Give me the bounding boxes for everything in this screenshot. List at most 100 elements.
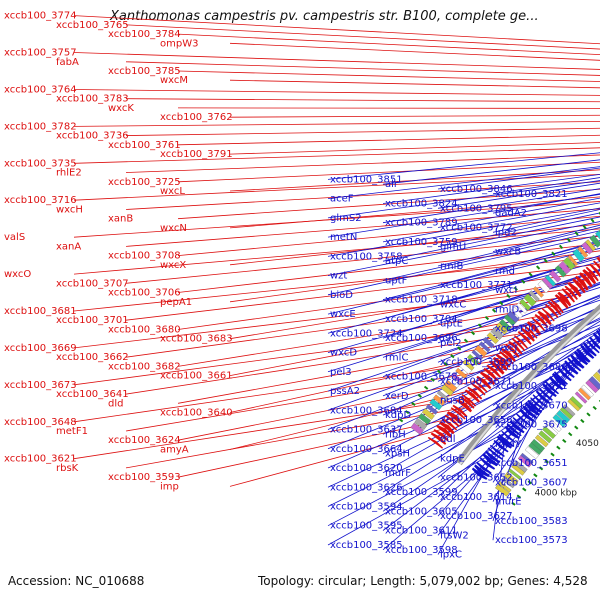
reverse-gene-label[interactable]: xccb100_3614	[440, 492, 513, 503]
reverse-gene-label[interactable]: lpxC	[440, 550, 462, 561]
forward-gene-label[interactable]: rbsK	[56, 463, 79, 474]
forward-gene-label[interactable]: xanA	[56, 241, 81, 252]
forward-gene-label[interactable]: xccb100_3624	[108, 435, 181, 446]
forward-gene-label[interactable]: xccb100_3648	[4, 417, 77, 428]
forward-gene-label[interactable]: fabA	[56, 57, 79, 68]
reverse-gene-label[interactable]: aceF	[330, 194, 354, 205]
reverse-gene-label[interactable]: xccb100_3620	[330, 463, 403, 474]
forward-gene-label[interactable]: wxcN	[160, 223, 187, 234]
reverse-gene-label[interactable]: xccb100_3594	[330, 502, 403, 513]
forward-gene-label[interactable]: xccb100_3735	[4, 158, 77, 169]
reverse-gene-label[interactable]: xccb100_3595	[330, 521, 403, 532]
reverse-gene-label[interactable]: uptE	[440, 319, 463, 330]
reverse-gene-label[interactable]: xccb100_3718	[385, 295, 458, 306]
reverse-gene-label[interactable]: metN	[330, 232, 357, 243]
reverse-gene-label[interactable]: xccb100_3599	[385, 487, 458, 498]
forward-gene-label[interactable]: xccb100_3783	[56, 94, 129, 105]
reverse-gene-label[interactable]: xccb100_3704	[385, 314, 458, 325]
reverse-gene-label[interactable]: xccb100_3696	[385, 333, 458, 344]
reverse-gene-label[interactable]: pel3	[330, 367, 352, 378]
reverse-gene-label[interactable]: ddl	[440, 434, 455, 445]
forward-gene-label[interactable]: xccb100_3785	[108, 66, 181, 77]
reverse-gene-label[interactable]: uptF	[385, 275, 408, 286]
reverse-gene-label[interactable]: bioD	[330, 290, 353, 301]
forward-gene-label[interactable]: xccb100_3762	[160, 112, 233, 123]
reverse-gene-label[interactable]: xccb100_3651	[495, 458, 568, 469]
reverse-gene-label[interactable]: murE	[495, 497, 522, 508]
forward-gene-label[interactable]: xccb100_3784	[108, 29, 181, 40]
reverse-gene-label[interactable]: atpC	[385, 256, 408, 267]
reverse-gene-label[interactable]: wxcC	[440, 300, 466, 311]
forward-gene-label[interactable]: pepA1	[160, 297, 192, 308]
forward-gene-label[interactable]: xccb100_3761	[108, 140, 181, 151]
forward-gene-label[interactable]: xccb100_3680	[108, 325, 181, 336]
reverse-gene-label[interactable]: xccb100_3795	[440, 203, 513, 214]
forward-gene-label[interactable]: xccb100_3707	[56, 278, 129, 289]
reverse-gene-label[interactable]: pssA2	[330, 386, 360, 397]
reverse-gene-label[interactable]: xccb100_3759	[385, 237, 458, 248]
forward-gene-label[interactable]: xccb100_3716	[4, 195, 77, 206]
reverse-gene-label[interactable]: xccb100_3699	[440, 357, 513, 368]
reverse-gene-label[interactable]: rmlD	[495, 304, 519, 315]
forward-gene-label[interactable]: wxcO	[4, 269, 31, 280]
forward-gene-label[interactable]: xccb100_3661	[160, 371, 233, 382]
reverse-gene-label[interactable]: xccb100_3652	[440, 473, 513, 484]
forward-gene-label[interactable]: xccb100_3681	[4, 306, 77, 317]
forward-gene-label[interactable]: xccb100_3782	[4, 121, 77, 132]
forward-gene-label[interactable]: wxcX	[160, 260, 186, 271]
reverse-gene-label[interactable]: wxcI	[495, 285, 517, 296]
reverse-gene-label[interactable]: xccb100_3771	[440, 280, 513, 291]
forward-gene-label[interactable]: xccb100_3791	[160, 149, 233, 160]
reverse-gene-label[interactable]: lpd2	[495, 227, 517, 238]
reverse-gene-label[interactable]: xccb100_3724	[330, 328, 403, 339]
reverse-gene-label[interactable]: xccb100_3626	[330, 482, 403, 493]
forward-gene-label[interactable]: amyA	[160, 445, 189, 456]
reverse-gene-label[interactable]: rmlC	[385, 352, 408, 363]
reverse-gene-label[interactable]: xccb100_3656	[440, 415, 513, 426]
reverse-gene-label[interactable]: rmlB	[440, 261, 463, 272]
forward-gene-label[interactable]: wxcM	[160, 75, 188, 86]
reverse-gene-label[interactable]: nusB	[440, 396, 465, 407]
forward-gene-label[interactable]: xccb100_3669	[4, 343, 77, 354]
forward-gene-label[interactable]: xccb100_3683	[160, 334, 233, 345]
reverse-gene-label[interactable]: xccb100_3678	[385, 372, 458, 383]
reverse-gene-label[interactable]: xccb100_3585	[330, 540, 403, 551]
reverse-gene-label[interactable]: xccb100_3627	[440, 511, 513, 522]
reverse-gene-label[interactable]: xccb100_3583	[495, 516, 568, 527]
reverse-gene-label[interactable]: xccb100_3698	[495, 324, 568, 335]
forward-gene-label[interactable]: metF1	[56, 426, 88, 437]
reverse-gene-label[interactable]: xccb100_3846	[440, 184, 513, 195]
reverse-gene-label[interactable]: pel2	[440, 338, 462, 349]
forward-gene-label[interactable]: xccb100_3621	[4, 454, 77, 465]
reverse-gene-label[interactable]: wxcD	[330, 348, 357, 359]
reverse-gene-label[interactable]: xccb100_3772	[440, 223, 513, 234]
reverse-gene-label[interactable]: xccb100_3671	[440, 376, 513, 387]
forward-gene-label[interactable]: xccb100_3662	[56, 352, 129, 363]
reverse-gene-label[interactable]: glmU	[440, 242, 466, 253]
reverse-gene-label[interactable]: wxcJ	[495, 343, 517, 354]
forward-gene-label[interactable]: valS	[4, 232, 25, 243]
reverse-gene-label[interactable]: ribH	[385, 429, 406, 440]
forward-gene-label[interactable]: xccb100_3736	[56, 131, 129, 142]
reverse-gene-label[interactable]: mraY	[495, 439, 522, 450]
forward-gene-label[interactable]: xccb100_3593	[108, 472, 181, 483]
forward-gene-label[interactable]: xccb100_3764	[4, 85, 77, 96]
forward-gene-label[interactable]: xccb100_3641	[56, 389, 129, 400]
reverse-gene-label[interactable]: xerD	[385, 391, 409, 402]
reverse-gene-label[interactable]: xccb100_3824	[385, 199, 458, 210]
reverse-gene-label[interactable]: xccb100_3598	[385, 545, 458, 556]
reverse-gene-label[interactable]: alr	[385, 179, 399, 190]
reverse-gene-label[interactable]: xccb100_3670	[495, 401, 568, 412]
forward-gene-label[interactable]: wxcK	[108, 103, 134, 114]
forward-gene-label[interactable]: ompW3	[160, 38, 198, 49]
forward-gene-label[interactable]: rhlE2	[56, 168, 82, 179]
forward-gene-label[interactable]: xccb100_3757	[4, 48, 77, 59]
reverse-gene-label[interactable]: xccb100_3686	[495, 362, 568, 373]
reverse-gene-label[interactable]: xccb100_3573	[495, 535, 568, 546]
reverse-gene-label[interactable]: xccb100_3789	[385, 218, 458, 229]
forward-gene-label[interactable]: wxcH	[56, 205, 83, 216]
reverse-gene-label[interactable]: dadA2	[495, 208, 527, 219]
forward-gene-label[interactable]: xccb100_3774	[4, 11, 77, 22]
reverse-gene-label[interactable]: murF	[385, 468, 411, 479]
forward-gene-label[interactable]: xccb100_3708	[108, 251, 181, 262]
